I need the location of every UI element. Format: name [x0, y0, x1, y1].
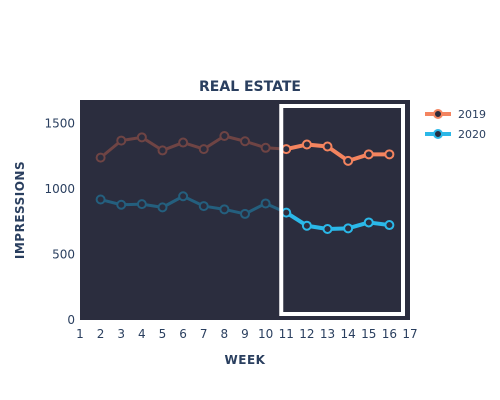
x-tick-label: 17 — [402, 327, 417, 341]
data-point-2020-week-2 — [95, 194, 106, 205]
data-layer — [95, 131, 395, 234]
legend-label: 2019 — [458, 108, 486, 121]
data-point-2020-week-11 — [281, 207, 292, 218]
data-point-2020-week-10 — [260, 198, 271, 209]
data-point-2020-week-4 — [136, 199, 147, 210]
x-tick-label: 2 — [97, 327, 105, 341]
data-point-2020-week-9 — [240, 208, 250, 219]
data-point-2020-week-12 — [301, 220, 312, 231]
data-point-2020-week-5 — [157, 202, 168, 213]
x-tick-label: 5 — [159, 327, 167, 341]
x-tick-label: 10 — [258, 327, 273, 341]
legend-label: 2020 — [458, 128, 486, 141]
x-tick-label: 1 — [76, 327, 84, 341]
data-point-2020-week-3 — [116, 199, 127, 210]
y-axis: 0 500 1000 1500 — [44, 117, 75, 327]
x-tick-label: 4 — [138, 327, 146, 341]
legend-item-2019[interactable]: 2019 — [425, 108, 486, 121]
data-point-2019-week-12 — [301, 139, 312, 150]
data-point-2020-week-13 — [322, 223, 333, 234]
data-point-2019-week-7 — [198, 144, 209, 155]
x-tick-label: 8 — [221, 327, 229, 341]
data-point-2019-week-2 — [95, 152, 106, 163]
data-point-2019-week-9 — [240, 136, 250, 147]
data-point-2020-week-16 — [384, 220, 395, 231]
x-tick-label: 14 — [340, 327, 355, 341]
data-point-2019-week-10 — [260, 142, 271, 153]
series-line-2019-muted — [99, 134, 287, 159]
data-point-2019-week-13 — [322, 141, 333, 152]
y-tick-label: 1500 — [44, 117, 75, 131]
data-point-2019-week-6 — [178, 137, 189, 148]
data-point-2020-week-8 — [219, 204, 230, 215]
y-tick-label: 1000 — [44, 182, 75, 196]
x-tick-label: 11 — [279, 327, 294, 341]
series-2020 — [95, 191, 395, 234]
data-point-2019-week-3 — [116, 135, 127, 146]
x-tick-label: 7 — [200, 327, 208, 341]
x-tick-label: 9 — [241, 327, 249, 341]
data-point-2019-week-4 — [136, 132, 147, 143]
series-2019 — [95, 131, 395, 166]
x-axis: 1 2 3 4 5 6 7 8 9 10 11 12 13 14 15 16 17 — [76, 327, 417, 341]
x-tick-label: 6 — [179, 327, 187, 341]
x-tick-label: 3 — [117, 327, 125, 341]
legend-swatch-marker — [433, 109, 443, 119]
chart-title: REAL ESTATE — [199, 79, 301, 95]
data-point-2019-week-8 — [219, 131, 230, 142]
x-tick-label: 15 — [361, 327, 376, 341]
data-point-2019-week-5 — [157, 145, 168, 156]
data-point-2020-week-6 — [178, 191, 189, 202]
x-tick-label: 12 — [299, 327, 314, 341]
y-axis-title: IMPRESSIONS — [13, 161, 27, 259]
x-tick-label: 16 — [382, 327, 397, 341]
data-point-2020-week-14 — [343, 223, 354, 234]
data-point-2019-week-11 — [281, 144, 292, 155]
legend-swatch-marker — [433, 129, 443, 139]
highlight-box — [279, 104, 405, 316]
y-tick-label: 0 — [67, 313, 75, 327]
series-line-2020-muted — [100, 194, 287, 216]
data-point-2020-week-15 — [363, 217, 374, 228]
legend-item-2020[interactable]: 2020 — [425, 128, 486, 141]
data-point-2020-week-7 — [198, 201, 209, 212]
legend: 2019 2020 — [425, 108, 486, 141]
data-point-2019-week-14 — [343, 155, 354, 166]
data-point-2019-week-15 — [363, 149, 374, 160]
x-tick-label: 13 — [320, 327, 335, 341]
data-point-2019-week-16 — [384, 149, 395, 160]
y-tick-label: 500 — [52, 248, 75, 262]
x-axis-title: WEEK — [225, 353, 266, 367]
